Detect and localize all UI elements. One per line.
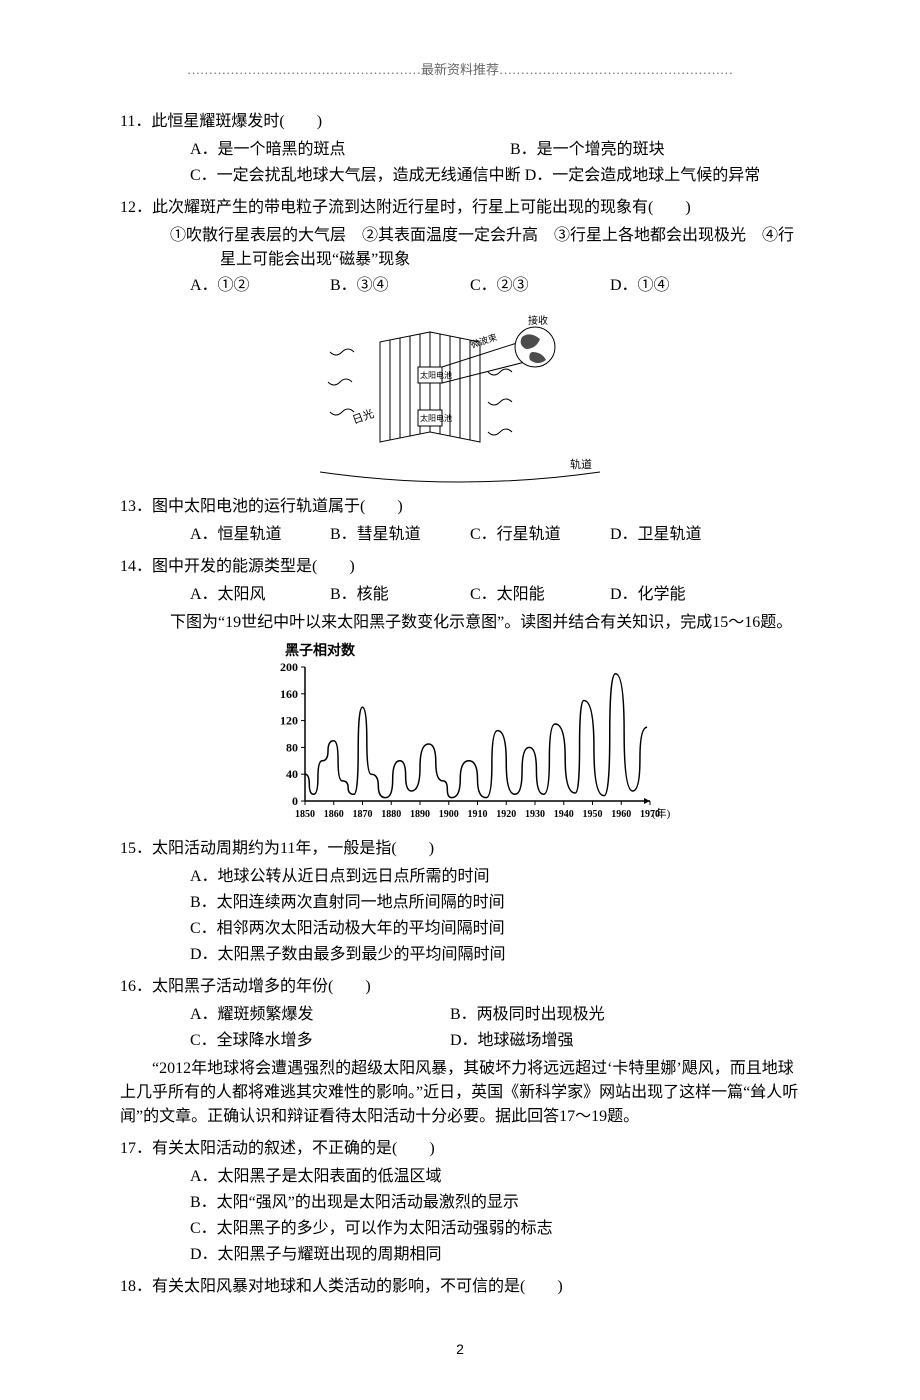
svg-text:1870: 1870: [353, 809, 373, 820]
q12-stem: 12．此次耀斑产生的带电粒子流到达附近行星时，行星上可能出现的现象有( ): [120, 196, 800, 220]
q15-option-a: A．地球公转从近日点到远日点所需的时间: [190, 865, 800, 889]
svg-text:1860: 1860: [324, 809, 344, 820]
intro-15-16: 下图为“19世纪中叶以来太阳黑子数变化示意图”。读图并结合有关知识，完成15～1…: [170, 611, 800, 635]
q17-stem: 17．有关太阳活动的叙述，不正确的是( ): [120, 1137, 800, 1161]
q14-option-b: B．核能: [330, 583, 470, 607]
q16-option-d: D．地球磁场增强: [450, 1029, 574, 1053]
q13-option-d: D．卫星轨道: [610, 523, 750, 547]
page: ………………………………………………最新资料推荐……………………………………………: [0, 0, 920, 1400]
q11-stem: 11．此恒星耀斑爆发时( ): [120, 110, 800, 134]
q15-option-d: D．太阳黑子数由最多到最少的平均间隔时间: [190, 943, 800, 967]
q17-option-d: D．太阳黑子与耀斑出现的周期相同: [190, 1243, 800, 1267]
q17-option-b: B．太阳“强风”的出现是太阳活动最激烈的显示: [190, 1191, 800, 1215]
svg-text:1950: 1950: [583, 809, 603, 820]
q17-option-a: A．太阳黑子是太阳表面的低温区域: [190, 1165, 800, 1189]
q15-option-c: C．相邻两次太阳活动极大年的平均间隔时间: [190, 917, 800, 941]
svg-text:120: 120: [280, 713, 298, 727]
orbit-label: 轨道: [570, 457, 592, 471]
q11-option-d: D．一定会造成地球上气候的异常: [525, 167, 761, 184]
sunspot-chart: 黑子相对数 0 40 80 120 160 200 1850 1860 1870 1880 1890 1…: [250, 639, 670, 829]
svg-text:200: 200: [280, 660, 298, 674]
q12-option-b: B．③④: [330, 274, 470, 298]
intro-17-19: “2012年地球将会遭遇强烈的超级太阳风暴，其破坏力将远远超过‘卡特里娜’飓风，…: [120, 1057, 800, 1129]
svg-text:80: 80: [286, 740, 298, 754]
q12-option-a: A．①②: [190, 274, 330, 298]
q12-option-d: D．①④: [610, 274, 750, 298]
q16-option-c: C．全球降水增多: [190, 1029, 450, 1053]
solar-panel-figure: 轨道 太阳电池 太阳电池 微波束: [310, 312, 610, 487]
svg-text:1940: 1940: [554, 809, 574, 820]
q15-stem: 15．太阳活动周期约为11年，一般是指( ): [120, 837, 800, 861]
page-number: 2: [120, 1339, 800, 1360]
svg-text:黑子相对数: 黑子相对数: [285, 642, 356, 659]
q14-stem: 14．图中开发的能源类型是( ): [120, 555, 800, 579]
q13-option-c: C．行星轨道: [470, 523, 610, 547]
q11-option-c: C．一定会扰乱地球大气层，造成无线通信中断: [190, 167, 521, 184]
q12-statements: ①吹散行星表层的大气层 ②其表面温度一定会升高 ③行星上各地都会出现极光 ④行星…: [170, 224, 800, 272]
svg-text:160: 160: [280, 686, 298, 700]
solar-cell-label-2: 太阳电池: [420, 413, 452, 423]
q12-option-c: C．②③: [470, 274, 610, 298]
q13-option-a: A．恒星轨道: [190, 523, 330, 547]
q13-stem: 13．图中太阳电池的运行轨道属于( ): [120, 495, 800, 519]
svg-text:1930: 1930: [525, 809, 545, 820]
q13-option-b: B．彗星轨道: [330, 523, 470, 547]
svg-text:1910: 1910: [468, 809, 488, 820]
q14-option-c: C．太阳能: [470, 583, 610, 607]
header-note: ………………………………………………最新资料推荐……………………………………………: [120, 60, 800, 80]
q16-option-b: B．两极同时出现极光: [450, 1003, 605, 1027]
q16-stem: 16．太阳黑子活动增多的年份( ): [120, 975, 800, 999]
receive-label: 接收: [528, 314, 548, 327]
svg-text:1850: 1850: [295, 809, 315, 820]
solar-cell-label-1: 太阳电池: [420, 370, 452, 380]
svg-text:1920: 1920: [496, 809, 516, 820]
q11-option-a: A．是一个暗黑的斑点: [190, 138, 510, 162]
svg-text:40: 40: [286, 767, 298, 781]
svg-text:1890: 1890: [410, 809, 430, 820]
svg-text:0: 0: [292, 794, 298, 808]
q15-option-b: B．太阳连续两次直射同一地点所间隔的时间: [190, 891, 800, 915]
q18-stem: 18．有关太阳风暴对地球和人类活动的影响，不可信的是( ): [120, 1275, 800, 1299]
svg-text:1900: 1900: [439, 809, 459, 820]
q11-option-b: B．是一个增亮的斑块: [510, 138, 665, 162]
sunlight-label: 日光: [350, 406, 375, 427]
svg-text:(年): (年): [652, 806, 670, 820]
svg-text:1880: 1880: [381, 809, 401, 820]
q14-option-d: D．化学能: [610, 583, 750, 607]
q16-option-a: A．耀斑频繁爆发: [190, 1003, 450, 1027]
q17-option-c: C．太阳黑子的多少，可以作为太阳活动强弱的标志: [190, 1217, 800, 1241]
microwave-label: 微波束: [469, 331, 498, 350]
svg-text:1960: 1960: [611, 809, 631, 820]
q14-option-a: A．太阳风: [190, 583, 330, 607]
